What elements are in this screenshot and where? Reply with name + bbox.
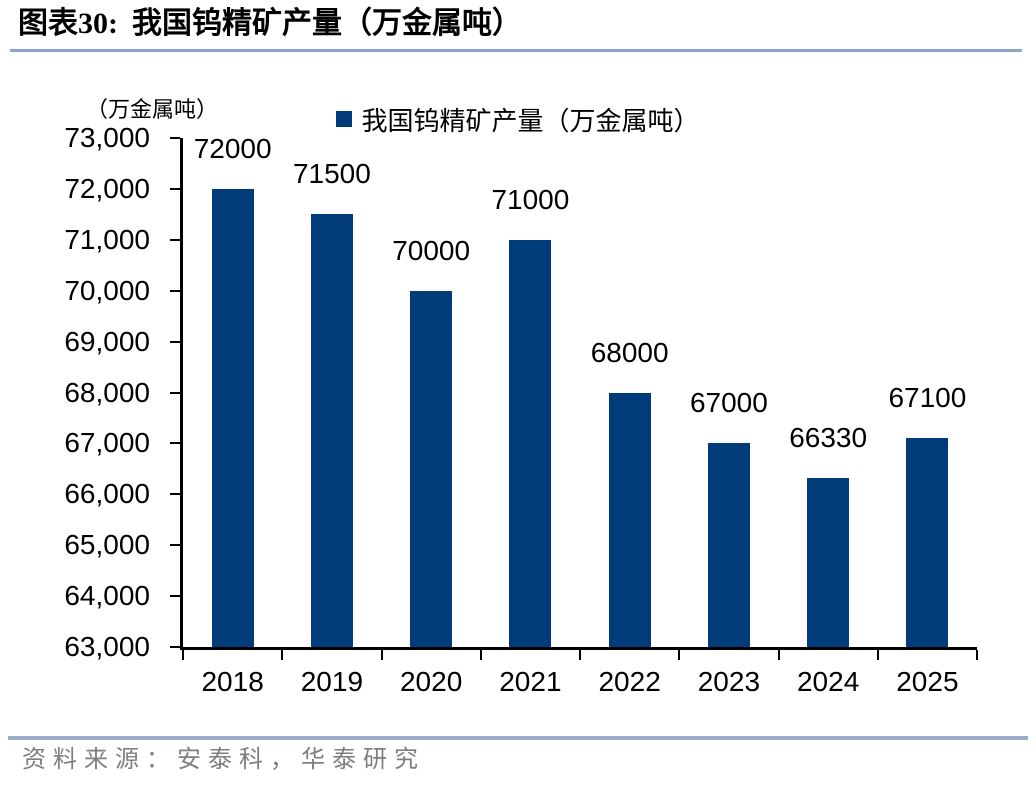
x-axis-tick	[678, 650, 681, 660]
x-axis-tick	[182, 650, 184, 660]
bar-2023	[707, 443, 750, 647]
bar-value-2024: 66330	[789, 421, 868, 453]
y-axis-tick-label: 69,000	[64, 325, 150, 357]
bar-value-2018: 72000	[193, 132, 272, 164]
y-axis-tick	[170, 595, 180, 598]
x-axis-label-2022: 2022	[598, 666, 661, 697]
x-axis-label-2025: 2025	[896, 666, 959, 697]
bar-2022	[608, 392, 651, 647]
bar-value-2023: 67000	[689, 387, 768, 419]
x-axis-tick	[976, 650, 978, 660]
y-axis-tick	[170, 544, 180, 547]
bar-2021	[509, 239, 552, 647]
x-axis-label-2019: 2019	[300, 666, 364, 697]
bar-value-2022: 68000	[590, 336, 669, 368]
y-axis-tick-label: 73,000	[64, 122, 150, 153]
legend-label: 我国钨精矿产量（万金属吨）	[361, 106, 700, 136]
y-axis-tick	[170, 340, 180, 343]
chart-legend: 我国钨精矿产量（万金属吨）	[0, 104, 1036, 136]
y-axis-tick	[170, 187, 180, 190]
y-axis-tick	[170, 646, 180, 648]
y-axis-tick	[170, 289, 180, 292]
bar-2018	[211, 188, 254, 647]
y-axis-tick-label: 66,000	[64, 478, 150, 510]
y-axis-tick-label: 64,000	[64, 580, 150, 612]
title-divider	[10, 49, 1022, 52]
y-axis-tick-label: 68,000	[64, 376, 150, 408]
bottom-divider	[8, 736, 1028, 740]
x-axis-tick	[281, 650, 284, 660]
x-axis-tick	[579, 650, 581, 660]
bar-2024	[807, 477, 850, 647]
bar-value-2020: 70000	[392, 234, 471, 266]
bar-value-2025: 67100	[888, 382, 967, 414]
y-axis-tick	[170, 442, 180, 445]
plot-area: 63,000 64,000 65,000 66,000 67,000 68,000 69,0…	[64, 124, 978, 696]
x-axis-label-2020: 2020	[399, 666, 463, 697]
figure-label: 图表30:	[18, 7, 118, 40]
bar-2019	[310, 214, 353, 647]
y-axis-unit-label: （万金属吨）	[86, 97, 219, 122]
bar-value-2019: 71500	[292, 158, 371, 190]
y-axis-tick-label: 65,000	[64, 529, 150, 561]
x-axis-label-2024: 2024	[796, 666, 860, 697]
y-axis-tick-label: 70,000	[64, 274, 150, 306]
y-axis-tick	[170, 391, 180, 394]
x-axis-tick	[479, 650, 482, 660]
x-axis-tick	[876, 650, 879, 660]
x-axis-label-2021: 2021	[499, 666, 562, 697]
x-axis-tick	[777, 650, 780, 660]
y-axis-tick-label: 71,000	[64, 223, 150, 255]
figure-title: 我国钨精矿产量（万金属吨）	[132, 7, 522, 40]
x-axis-label-2018: 2018	[201, 666, 264, 697]
y-axis-tick-label: 72,000	[64, 172, 150, 204]
bar-2020	[410, 290, 453, 647]
x-axis-label-2023: 2023	[697, 666, 761, 697]
y-axis-tick	[170, 137, 180, 139]
y-axis-tick-label: 67,000	[64, 427, 150, 459]
x-axis-tick	[380, 650, 383, 660]
y-axis-tick-label: 63,000	[64, 631, 150, 662]
bar-value-2021: 71000	[491, 183, 570, 215]
y-axis-tick	[170, 493, 180, 496]
source-note: 资料来源：安泰科，华泰研究	[22, 747, 425, 773]
figure-header: 图表30: 我国钨精矿产量（万金属吨）	[18, 6, 522, 42]
bar-2025	[906, 438, 949, 647]
y-axis-tick	[170, 238, 180, 241]
legend-swatch	[336, 111, 353, 127]
